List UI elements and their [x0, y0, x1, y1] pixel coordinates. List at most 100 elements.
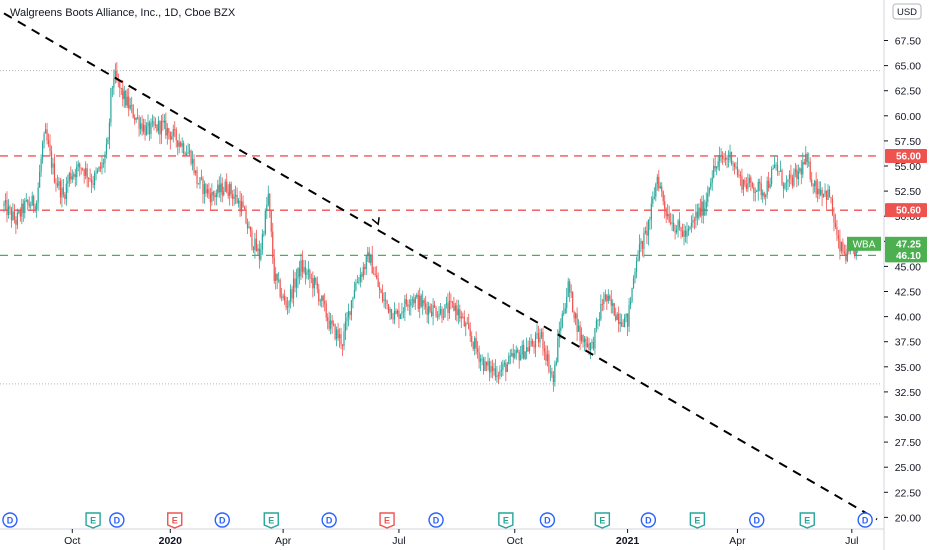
- candle-body: [664, 201, 666, 209]
- candle-body: [705, 201, 707, 209]
- candle-body: [805, 153, 807, 165]
- candle-body: [338, 334, 341, 339]
- candle-body: [304, 267, 307, 275]
- candle-body: [203, 184, 206, 195]
- candle-body: [404, 299, 406, 312]
- candle-body: [40, 158, 42, 172]
- candle-body: [506, 364, 508, 373]
- candle-body: [575, 313, 577, 319]
- candle-body: [698, 207, 700, 218]
- horizontal-levels: [0, 70, 882, 385]
- candle-body: [159, 121, 161, 135]
- candle-body: [196, 170, 198, 185]
- earnings-marker[interactable]: E: [799, 512, 815, 529]
- candle-body: [592, 341, 595, 349]
- time-tick-label: 2021: [616, 535, 640, 547]
- dividend-marker[interactable]: D: [214, 512, 230, 528]
- candle-body: [285, 300, 287, 308]
- candle-body: [157, 121, 160, 132]
- candle-body: [300, 260, 302, 277]
- candle-body: [512, 353, 514, 358]
- price-tick-label: 42.50: [895, 287, 921, 299]
- dividend-marker[interactable]: D: [428, 512, 444, 528]
- candle-body: [197, 183, 200, 185]
- earnings-marker-shape: [379, 512, 395, 529]
- earnings-marker[interactable]: E: [498, 512, 514, 529]
- dividend-marker[interactable]: D: [2, 512, 18, 528]
- dividend-marker[interactable]: D: [749, 512, 765, 528]
- candle-body: [671, 222, 673, 224]
- candle-body: [344, 321, 347, 332]
- candle-body: [298, 267, 301, 277]
- candle-body: [846, 248, 848, 261]
- candle-body: [294, 278, 296, 288]
- candle-body: [364, 266, 366, 270]
- candle-body: [251, 230, 253, 248]
- candle-body: [417, 294, 419, 309]
- candle-body: [817, 188, 819, 195]
- candle-body: [656, 176, 658, 185]
- candle-body: [370, 254, 372, 263]
- currency-button[interactable]: USD: [892, 3, 922, 20]
- earnings-marker[interactable]: E: [85, 512, 101, 529]
- candle-body: [177, 140, 179, 147]
- candle-body: [39, 171, 41, 188]
- arrow-marker[interactable]: [371, 217, 380, 226]
- candle-body: [484, 361, 486, 371]
- candle-body: [785, 181, 788, 183]
- earnings-marker[interactable]: E: [379, 512, 395, 529]
- dividend-marker[interactable]: D: [321, 512, 337, 528]
- time-axis[interactable]: Oct 2020 Apr Jul Oct 2021 Apr Jul: [64, 529, 859, 547]
- dividend-marker[interactable]: D: [640, 512, 657, 528]
- candle-body: [466, 323, 468, 325]
- candle-body: [811, 179, 813, 185]
- downtrend-line[interactable]: [3, 12, 878, 521]
- candle-body: [640, 241, 642, 245]
- candle-body: [368, 252, 370, 263]
- candle-body: [567, 281, 569, 297]
- candle-body: [255, 238, 258, 251]
- candle-body: [505, 362, 507, 373]
- candle-body: [139, 123, 142, 129]
- candle-body: [799, 168, 801, 172]
- candle-body: [218, 184, 220, 193]
- price-tick-label: 37.50: [895, 337, 921, 349]
- dividend-marker[interactable]: D: [857, 512, 873, 528]
- earnings-marker[interactable]: E: [594, 512, 611, 529]
- candle-body: [264, 210, 266, 234]
- candle-body: [517, 350, 519, 353]
- dividend-marker-circle: [321, 512, 337, 528]
- candle-body: [16, 212, 18, 225]
- candle-body: [416, 294, 418, 298]
- earnings-marker[interactable]: E: [167, 512, 183, 529]
- candle-body: [289, 289, 292, 302]
- dividend-marker[interactable]: D: [109, 512, 125, 528]
- price-axis[interactable]: 67.5065.0062.5060.0057.5055.0052.5050.00…: [884, 36, 921, 525]
- candle-body: [595, 320, 598, 329]
- candle-body: [842, 242, 844, 252]
- candle-body: [82, 168, 84, 170]
- candle-body: [615, 315, 617, 321]
- candle-body: [534, 334, 537, 348]
- dividend-marker[interactable]: D: [539, 512, 556, 528]
- candle-body: [365, 256, 367, 270]
- candle-body: [190, 150, 192, 164]
- level-price-tag-label: 56.00: [896, 151, 921, 162]
- candle-body: [690, 223, 693, 227]
- candle-body: [474, 338, 476, 349]
- price-tags: 56.00 50.60 46.10 WBA 47.25: [847, 148, 927, 263]
- price-tick-label: 40.00: [895, 312, 921, 324]
- candle-body: [693, 220, 696, 221]
- candle-body: [815, 180, 817, 195]
- earnings-marker[interactable]: E: [689, 512, 706, 529]
- candle-body: [696, 211, 698, 218]
- candle-body: [237, 200, 240, 204]
- candle-body: [432, 304, 434, 316]
- candle-body: [390, 309, 393, 319]
- candle-body: [202, 178, 204, 195]
- candle-body: [778, 171, 780, 172]
- candle-body: [827, 189, 829, 200]
- candle-body: [822, 193, 825, 197]
- earnings-marker[interactable]: E: [263, 512, 279, 529]
